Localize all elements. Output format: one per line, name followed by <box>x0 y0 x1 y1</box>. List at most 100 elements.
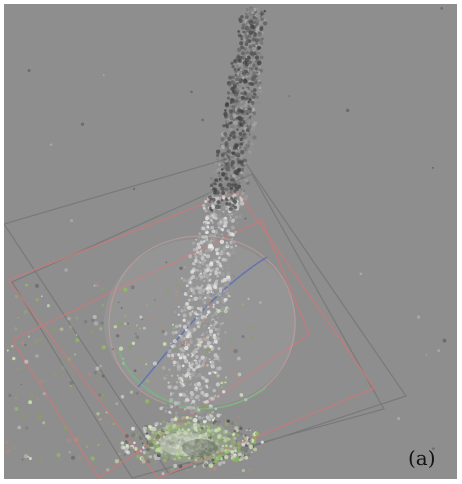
point <box>177 353 181 357</box>
point <box>211 370 215 374</box>
point <box>125 445 130 449</box>
point <box>210 396 215 401</box>
point <box>240 134 246 139</box>
point <box>204 229 208 232</box>
point <box>184 437 189 442</box>
point <box>209 414 213 418</box>
point <box>198 465 201 468</box>
point <box>163 376 167 380</box>
point <box>158 449 163 454</box>
point <box>125 434 129 438</box>
point <box>226 441 232 446</box>
point <box>245 444 248 447</box>
point <box>226 182 232 188</box>
point <box>131 432 136 438</box>
point <box>172 446 175 449</box>
point <box>165 374 168 377</box>
point <box>197 289 203 295</box>
point <box>239 424 242 427</box>
point <box>208 371 212 375</box>
point <box>432 447 435 450</box>
point <box>248 63 251 66</box>
point <box>217 358 221 362</box>
point <box>117 321 122 326</box>
point <box>196 250 200 254</box>
point <box>238 18 243 23</box>
point <box>161 431 164 434</box>
point <box>225 167 231 172</box>
point <box>174 395 178 399</box>
point <box>191 399 196 404</box>
point <box>210 325 216 330</box>
point <box>165 450 170 455</box>
point <box>214 442 218 446</box>
point <box>216 337 220 340</box>
point <box>173 346 178 351</box>
point <box>206 310 211 314</box>
point <box>187 461 191 465</box>
point <box>198 377 202 382</box>
point <box>118 346 124 351</box>
point <box>194 270 197 273</box>
point <box>123 453 127 457</box>
point <box>178 393 183 397</box>
point <box>218 167 222 170</box>
point <box>191 298 195 301</box>
point <box>240 149 245 155</box>
point <box>226 271 231 276</box>
point <box>239 155 244 160</box>
point <box>101 345 106 350</box>
point <box>154 378 158 382</box>
point <box>246 160 251 165</box>
point <box>173 334 178 339</box>
point <box>221 233 224 236</box>
point <box>201 404 207 409</box>
point <box>162 435 166 439</box>
point <box>49 143 53 146</box>
point <box>215 294 218 297</box>
point <box>198 322 201 326</box>
point <box>206 305 210 308</box>
point <box>240 15 244 19</box>
point <box>238 82 241 86</box>
point <box>23 454 29 459</box>
point <box>198 295 203 300</box>
point <box>248 115 252 119</box>
point <box>63 425 68 430</box>
point <box>145 432 149 435</box>
point <box>189 314 192 317</box>
point <box>182 436 185 439</box>
point <box>191 439 194 442</box>
point <box>241 86 245 90</box>
point <box>223 309 228 314</box>
point <box>199 348 203 352</box>
point <box>155 434 161 440</box>
point <box>148 317 153 322</box>
point <box>196 309 201 314</box>
point <box>232 440 235 443</box>
point <box>247 90 250 93</box>
point <box>244 96 249 101</box>
point <box>195 448 198 451</box>
point <box>257 20 260 23</box>
point <box>220 267 223 271</box>
point <box>172 339 178 344</box>
point <box>203 454 207 458</box>
point <box>74 353 77 356</box>
point <box>10 344 14 348</box>
point <box>241 169 245 173</box>
point <box>210 225 214 230</box>
point <box>90 456 95 461</box>
point <box>194 374 199 378</box>
point <box>194 260 197 263</box>
point <box>134 450 137 454</box>
point <box>217 226 220 229</box>
point <box>172 326 176 330</box>
point <box>247 104 251 108</box>
point <box>239 41 244 46</box>
point <box>184 373 189 378</box>
point <box>33 342 37 346</box>
point <box>201 442 203 445</box>
point <box>240 100 244 104</box>
point <box>243 113 247 116</box>
